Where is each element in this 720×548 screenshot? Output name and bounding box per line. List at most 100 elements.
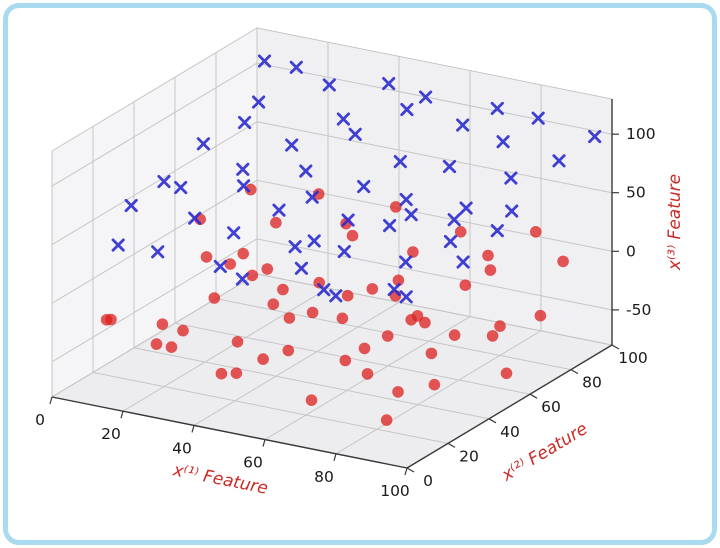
scatter-point-blue-x	[387, 282, 401, 297]
scatter-point-red-dot	[230, 367, 243, 380]
scatter-point-red-dot	[283, 312, 296, 324]
scatter-point-blue-x	[404, 208, 418, 222]
scatter-point-blue-x	[442, 159, 457, 174]
tick-mark-x1	[333, 453, 337, 461]
scatter-point-blue-x	[151, 245, 165, 259]
scatter-point-blue-x	[294, 261, 308, 275]
scatter-point-red-dot	[177, 324, 189, 337]
tick-mark-x1	[120, 411, 124, 419]
scatter-point-red-dot	[358, 342, 371, 355]
tick-label-x3: 50	[626, 184, 646, 202]
scatter-point-red-dot	[165, 341, 178, 353]
scatter-point-red-dot	[237, 247, 249, 260]
scatter-point-blue-x	[305, 190, 319, 204]
scatter-point-blue-x	[329, 289, 343, 303]
grid-line-x2	[133, 101, 490, 420]
grid-line-x2	[174, 77, 531, 395]
scatter-point-blue-x	[237, 179, 251, 193]
scatter-point-red-dot	[313, 276, 326, 289]
tick-label-x1: 100	[380, 482, 410, 500]
tick-mark-x1	[262, 439, 266, 447]
scatter-point-red-dot	[500, 367, 513, 380]
scatter-point-blue-x	[459, 201, 473, 215]
scatter-point-blue-x	[124, 198, 138, 213]
scatter-point-blue-x	[456, 118, 470, 132]
scatter-point-red-dot	[448, 329, 461, 341]
scatter-point-red-dot	[390, 201, 402, 213]
scatter-point-blue-x	[157, 175, 171, 189]
scatter-point-blue-x	[348, 127, 362, 141]
scatter-point-red-dot	[244, 183, 257, 196]
scatter-point-blue-x	[322, 78, 336, 92]
scatter-point-blue-x	[288, 240, 302, 254]
scatter-point-red-dot	[305, 394, 318, 407]
scatter-point-red-dot	[428, 378, 441, 391]
tick-label-x1: 40	[172, 439, 192, 457]
tick-label-x2: 0	[423, 472, 433, 490]
scatter-point-red-dot	[306, 306, 319, 319]
scatter-point-blue-x	[490, 224, 504, 238]
scatter-point-red-dot	[407, 246, 419, 258]
scatter-point-red-dot	[312, 188, 325, 200]
scatter-point-blue-x	[341, 213, 355, 227]
scatter-point-red-dot	[270, 216, 282, 229]
scatter-point-blue-x	[238, 115, 252, 130]
tick-label-x2: 80	[582, 374, 602, 392]
scatter-point-blue-x	[400, 102, 414, 117]
scatter-point-red-dot	[156, 318, 169, 331]
scatter-point-blue-x	[236, 162, 250, 176]
scatter-point-blue-x	[419, 90, 433, 104]
scatter-point-blue-x	[443, 234, 458, 249]
tick-mark-x1	[404, 467, 408, 476]
scatter-point-red-dot	[366, 283, 379, 295]
tick-label-x3: 0	[626, 242, 636, 260]
tick-label-x2: 60	[541, 398, 561, 416]
scatter-point-red-dot	[336, 312, 349, 325]
scatter-point-red-dot	[150, 338, 163, 350]
scatter-point-red-dot	[534, 309, 547, 322]
scatter-point-red-dot	[224, 258, 236, 270]
scatter-point-red-dot	[277, 283, 289, 296]
scatter-point-blue-x	[490, 101, 504, 115]
scatter-point-red-dot	[257, 353, 269, 365]
scatter-point-blue-x	[235, 272, 249, 286]
scatter-point-red-dot	[208, 292, 221, 304]
scatter-point-red-dot	[425, 347, 438, 360]
scatter-point-blue-x	[272, 203, 286, 217]
grid-line-x2	[92, 126, 449, 444]
scatter-point-blue-x	[252, 95, 266, 109]
scatter-point-red-dot	[261, 263, 274, 275]
scatter-point-red-dot	[392, 386, 404, 398]
grid-line-x3	[51, 121, 613, 246]
scatter-point-blue-x	[285, 138, 299, 152]
tick-mark-x2	[447, 442, 456, 448]
scatter-point-blue-x	[505, 204, 519, 218]
scatter-point-red-dot	[419, 316, 431, 329]
scatter-point-blue-x	[383, 219, 397, 233]
tick-mark-x2	[406, 467, 415, 473]
scatter-point-blue-x	[111, 238, 125, 252]
tick-mark-x1	[191, 425, 195, 433]
tick-label-x1: 0	[35, 411, 45, 429]
scatter-point-red-dot	[246, 269, 259, 282]
scatter-point-blue-x	[337, 245, 351, 259]
scatter-point-blue-x	[336, 112, 350, 126]
scatter-point-blue-x	[307, 234, 321, 248]
scatter-point-blue-x	[399, 193, 413, 207]
scatter-point-red-dot	[339, 354, 352, 367]
tick-mark-x1	[49, 396, 53, 405]
tick-label-x3: 100	[626, 125, 656, 143]
tick-label-x1: 60	[243, 454, 263, 472]
tick-label-x1: 80	[314, 468, 334, 486]
scatter-point-blue-x	[382, 77, 396, 91]
scatter-point-red-dot	[346, 229, 359, 242]
scatter-point-blue-x	[188, 211, 202, 225]
scatter-point-blue-x	[399, 290, 413, 304]
axis-label-x3: x⁽³⁾ Feature	[665, 174, 685, 271]
tick-label-x3: -50	[626, 301, 651, 319]
scatter-point-red-dot	[200, 251, 213, 263]
scatter-point-red-dot	[361, 368, 374, 380]
tick-label-x2: 100	[618, 349, 648, 367]
scatter-point-red-dot	[215, 367, 228, 380]
